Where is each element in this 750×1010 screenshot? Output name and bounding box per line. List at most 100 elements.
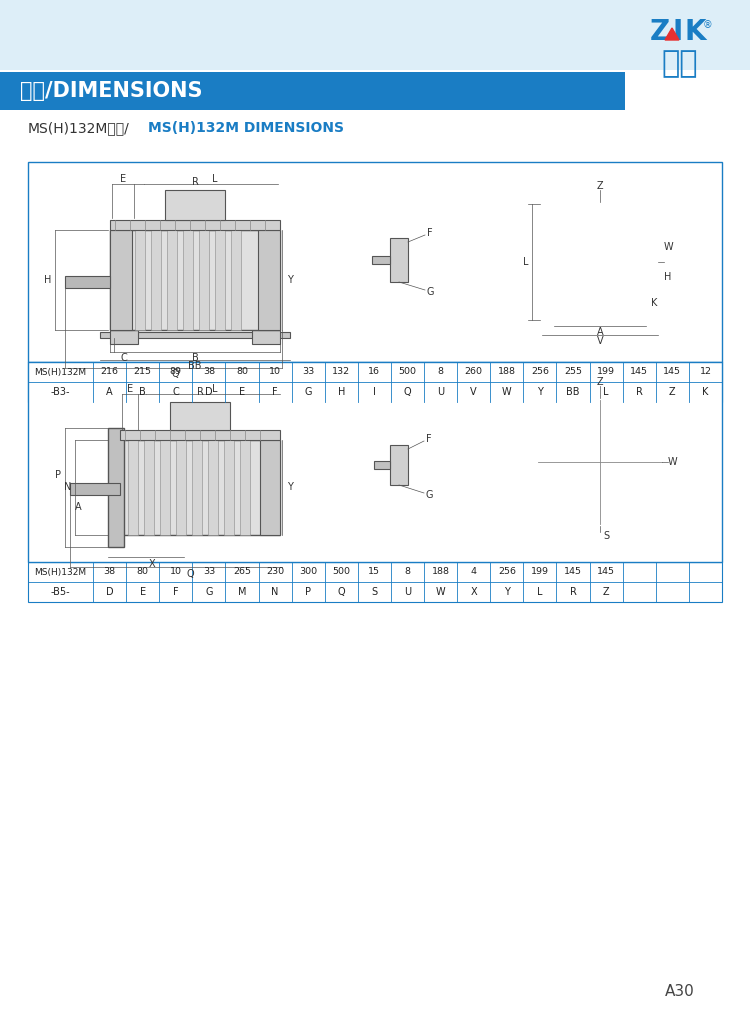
Text: 215: 215 xyxy=(134,368,152,377)
Text: H: H xyxy=(338,387,345,397)
Text: N: N xyxy=(64,483,72,493)
Bar xyxy=(110,220,280,230)
Bar xyxy=(144,440,154,535)
Text: Y: Y xyxy=(287,275,293,285)
Bar xyxy=(390,445,408,485)
Text: N: N xyxy=(272,587,279,597)
Bar xyxy=(128,440,138,535)
Circle shape xyxy=(174,197,188,211)
Text: W: W xyxy=(663,242,673,252)
Text: U: U xyxy=(404,587,411,597)
Bar xyxy=(28,362,722,562)
Text: Y: Y xyxy=(287,483,293,493)
Bar xyxy=(100,332,290,338)
Bar xyxy=(199,230,209,330)
Bar xyxy=(28,362,722,402)
Text: S: S xyxy=(603,531,609,541)
Bar xyxy=(215,230,225,330)
Text: C: C xyxy=(172,387,179,397)
Circle shape xyxy=(538,400,662,524)
Text: BB: BB xyxy=(188,361,202,371)
Text: 8: 8 xyxy=(404,568,410,577)
Bar xyxy=(192,440,202,535)
Text: L: L xyxy=(537,587,543,597)
Text: MS(H)132M DIMENSIONS: MS(H)132M DIMENSIONS xyxy=(148,121,344,135)
Text: Q: Q xyxy=(404,387,411,397)
Text: Z: Z xyxy=(669,387,676,397)
Bar xyxy=(65,276,110,288)
Circle shape xyxy=(576,438,624,486)
Bar xyxy=(252,330,280,344)
Circle shape xyxy=(179,409,193,423)
Text: 188: 188 xyxy=(431,568,449,577)
Text: I: I xyxy=(673,18,683,46)
Text: 33: 33 xyxy=(202,568,215,577)
Text: Q: Q xyxy=(171,369,178,379)
Text: 145: 145 xyxy=(564,568,582,577)
Text: 紫光: 紫光 xyxy=(662,49,698,79)
Text: D: D xyxy=(205,387,213,397)
Text: 8: 8 xyxy=(437,368,443,377)
Text: P: P xyxy=(305,587,311,597)
Text: H: H xyxy=(664,272,672,282)
Text: D: D xyxy=(106,587,113,597)
Text: S: S xyxy=(371,587,377,597)
Text: 4: 4 xyxy=(471,568,477,577)
Text: E: E xyxy=(239,387,245,397)
Text: K: K xyxy=(651,298,657,308)
Text: C: C xyxy=(121,354,128,363)
Bar xyxy=(240,440,250,535)
Circle shape xyxy=(562,224,572,234)
Circle shape xyxy=(542,204,658,320)
Text: L: L xyxy=(524,257,529,267)
Text: A30: A30 xyxy=(665,985,695,1000)
Circle shape xyxy=(566,228,634,296)
Text: ®: ® xyxy=(704,20,712,30)
Text: 216: 216 xyxy=(100,368,118,377)
Text: F: F xyxy=(426,434,432,444)
Text: G: G xyxy=(425,490,433,500)
Bar xyxy=(167,230,177,330)
Text: 260: 260 xyxy=(465,368,483,377)
Bar xyxy=(183,230,193,330)
Text: K: K xyxy=(684,18,706,46)
Bar xyxy=(390,238,408,282)
Text: L: L xyxy=(212,384,217,394)
Text: 89: 89 xyxy=(170,368,182,377)
Bar xyxy=(120,430,280,440)
Bar xyxy=(176,440,186,535)
Bar xyxy=(0,0,750,70)
Text: Z: Z xyxy=(650,18,670,46)
Bar xyxy=(0,72,625,110)
Text: Y: Y xyxy=(504,587,510,597)
Bar xyxy=(120,440,280,535)
Text: MS(H)132M尺寸/: MS(H)132M尺寸/ xyxy=(28,121,130,135)
Text: 199: 199 xyxy=(531,568,549,577)
Circle shape xyxy=(587,449,613,475)
Text: R: R xyxy=(196,387,203,397)
Text: F: F xyxy=(173,587,178,597)
Text: E: E xyxy=(140,587,146,597)
Text: 500: 500 xyxy=(332,568,350,577)
Text: 80: 80 xyxy=(136,568,148,577)
Circle shape xyxy=(578,240,622,284)
Text: 38: 38 xyxy=(104,568,116,577)
Text: 256: 256 xyxy=(498,568,516,577)
Text: R: R xyxy=(191,177,199,187)
Text: W: W xyxy=(502,387,512,397)
Text: 132: 132 xyxy=(332,368,350,377)
Text: X: X xyxy=(148,559,155,569)
Text: 15: 15 xyxy=(368,568,380,577)
Text: Q: Q xyxy=(338,587,345,597)
Text: E: E xyxy=(120,174,126,184)
Bar xyxy=(374,461,390,469)
Text: R: R xyxy=(569,587,577,597)
Bar xyxy=(372,256,390,264)
Text: Z: Z xyxy=(597,181,603,191)
Bar xyxy=(110,230,132,330)
Bar xyxy=(258,230,280,330)
Text: 500: 500 xyxy=(398,368,416,377)
Text: 10: 10 xyxy=(170,568,182,577)
Text: -B3-: -B3- xyxy=(51,387,70,397)
Bar xyxy=(70,483,120,495)
